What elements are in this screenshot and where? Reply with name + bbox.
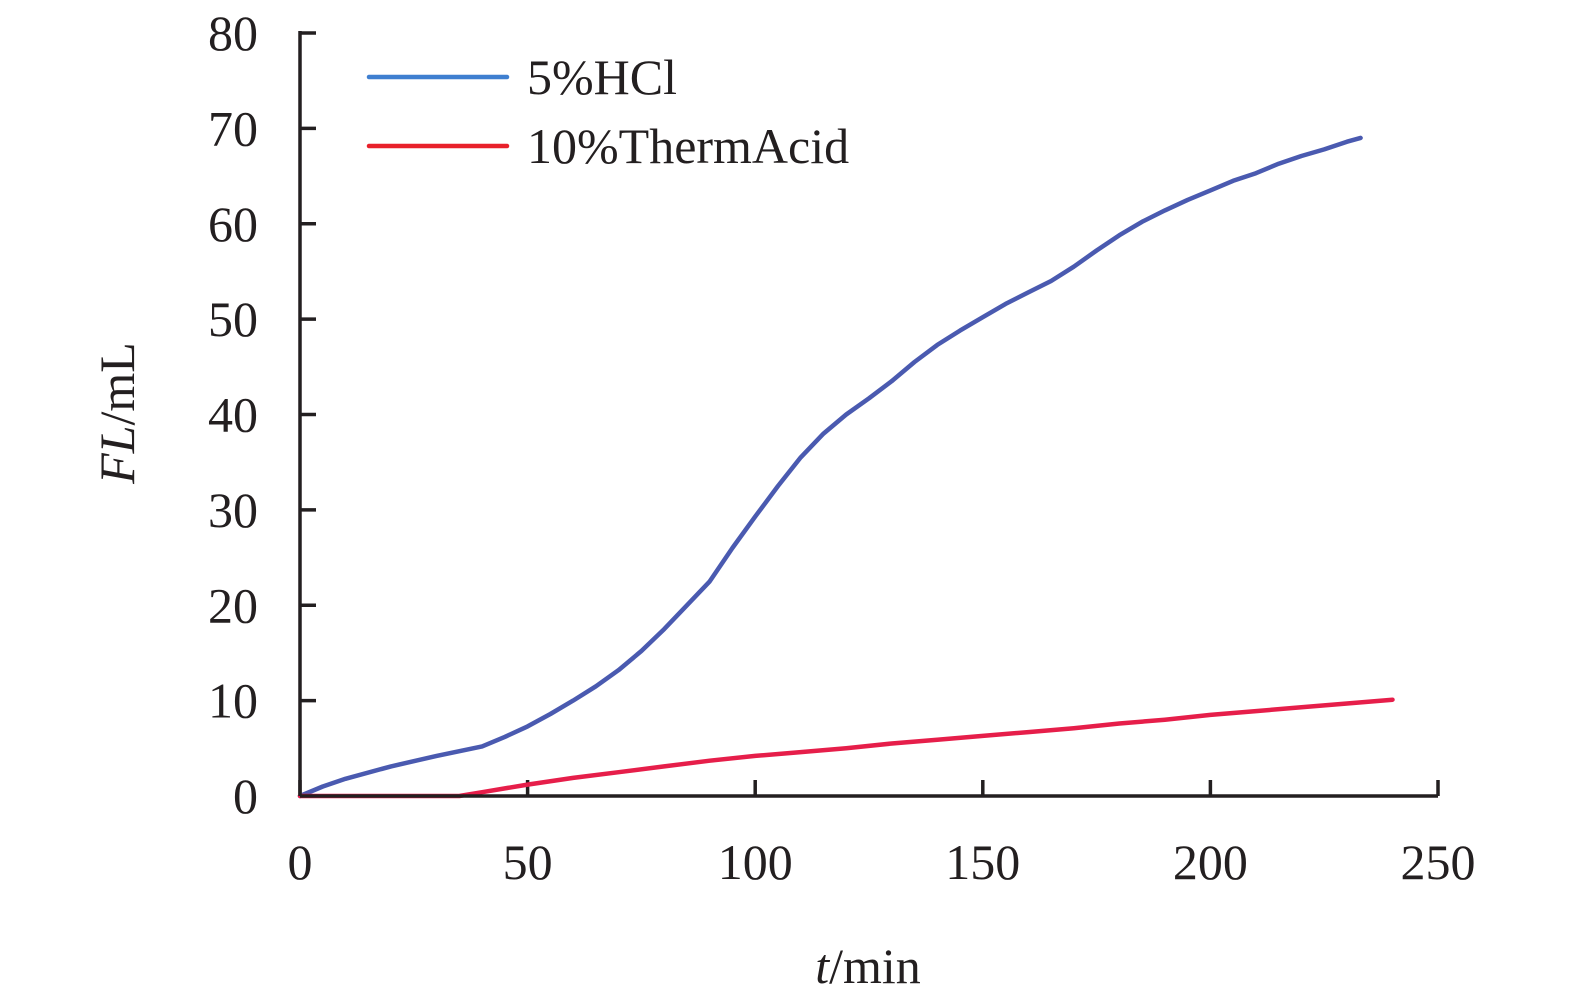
y-tick-label: 70 [208, 100, 258, 156]
legend: 5%HCl 10%ThermAcid [366, 49, 849, 174]
x-axis-variable: t [815, 938, 830, 994]
x-tick-label: 150 [945, 834, 1020, 890]
x-tick-label: 0 [288, 834, 313, 890]
y-axis-variable: FL [89, 425, 145, 484]
y-tick-label: 10 [208, 673, 258, 729]
axes [298, 31, 1438, 798]
series-line-1 [297, 135, 1363, 799]
y-tick-label: 40 [208, 387, 258, 443]
legend-label-2: 10%ThermAcid [527, 118, 849, 174]
y-axis-unit: /mL [89, 342, 145, 425]
y-tick-label: 0 [233, 768, 258, 824]
x-axis-unit: /min [829, 938, 921, 994]
y-tick-label: 50 [208, 291, 258, 347]
x-axis-ticks: 0 50 100 150 200 250 [288, 780, 1476, 890]
series-line-2 [297, 697, 1395, 799]
x-tick-label: 200 [1173, 834, 1248, 890]
y-tick-label: 20 [208, 577, 258, 633]
legend-label-1: 5%HCl [527, 49, 677, 105]
y-axis-title: FL/mL [89, 342, 145, 485]
y-tick-label: 30 [208, 482, 258, 538]
series-lines [297, 135, 1395, 799]
y-tick-label: 80 [208, 5, 258, 61]
x-tick-label: 250 [1401, 834, 1476, 890]
x-tick-label: 100 [718, 834, 793, 890]
y-axis-ticks: 0 10 20 30 40 50 60 70 80 [208, 5, 316, 824]
x-axis-title: t/min [815, 938, 921, 994]
x-tick-label: 50 [503, 834, 553, 890]
y-tick-label: 60 [208, 196, 258, 252]
